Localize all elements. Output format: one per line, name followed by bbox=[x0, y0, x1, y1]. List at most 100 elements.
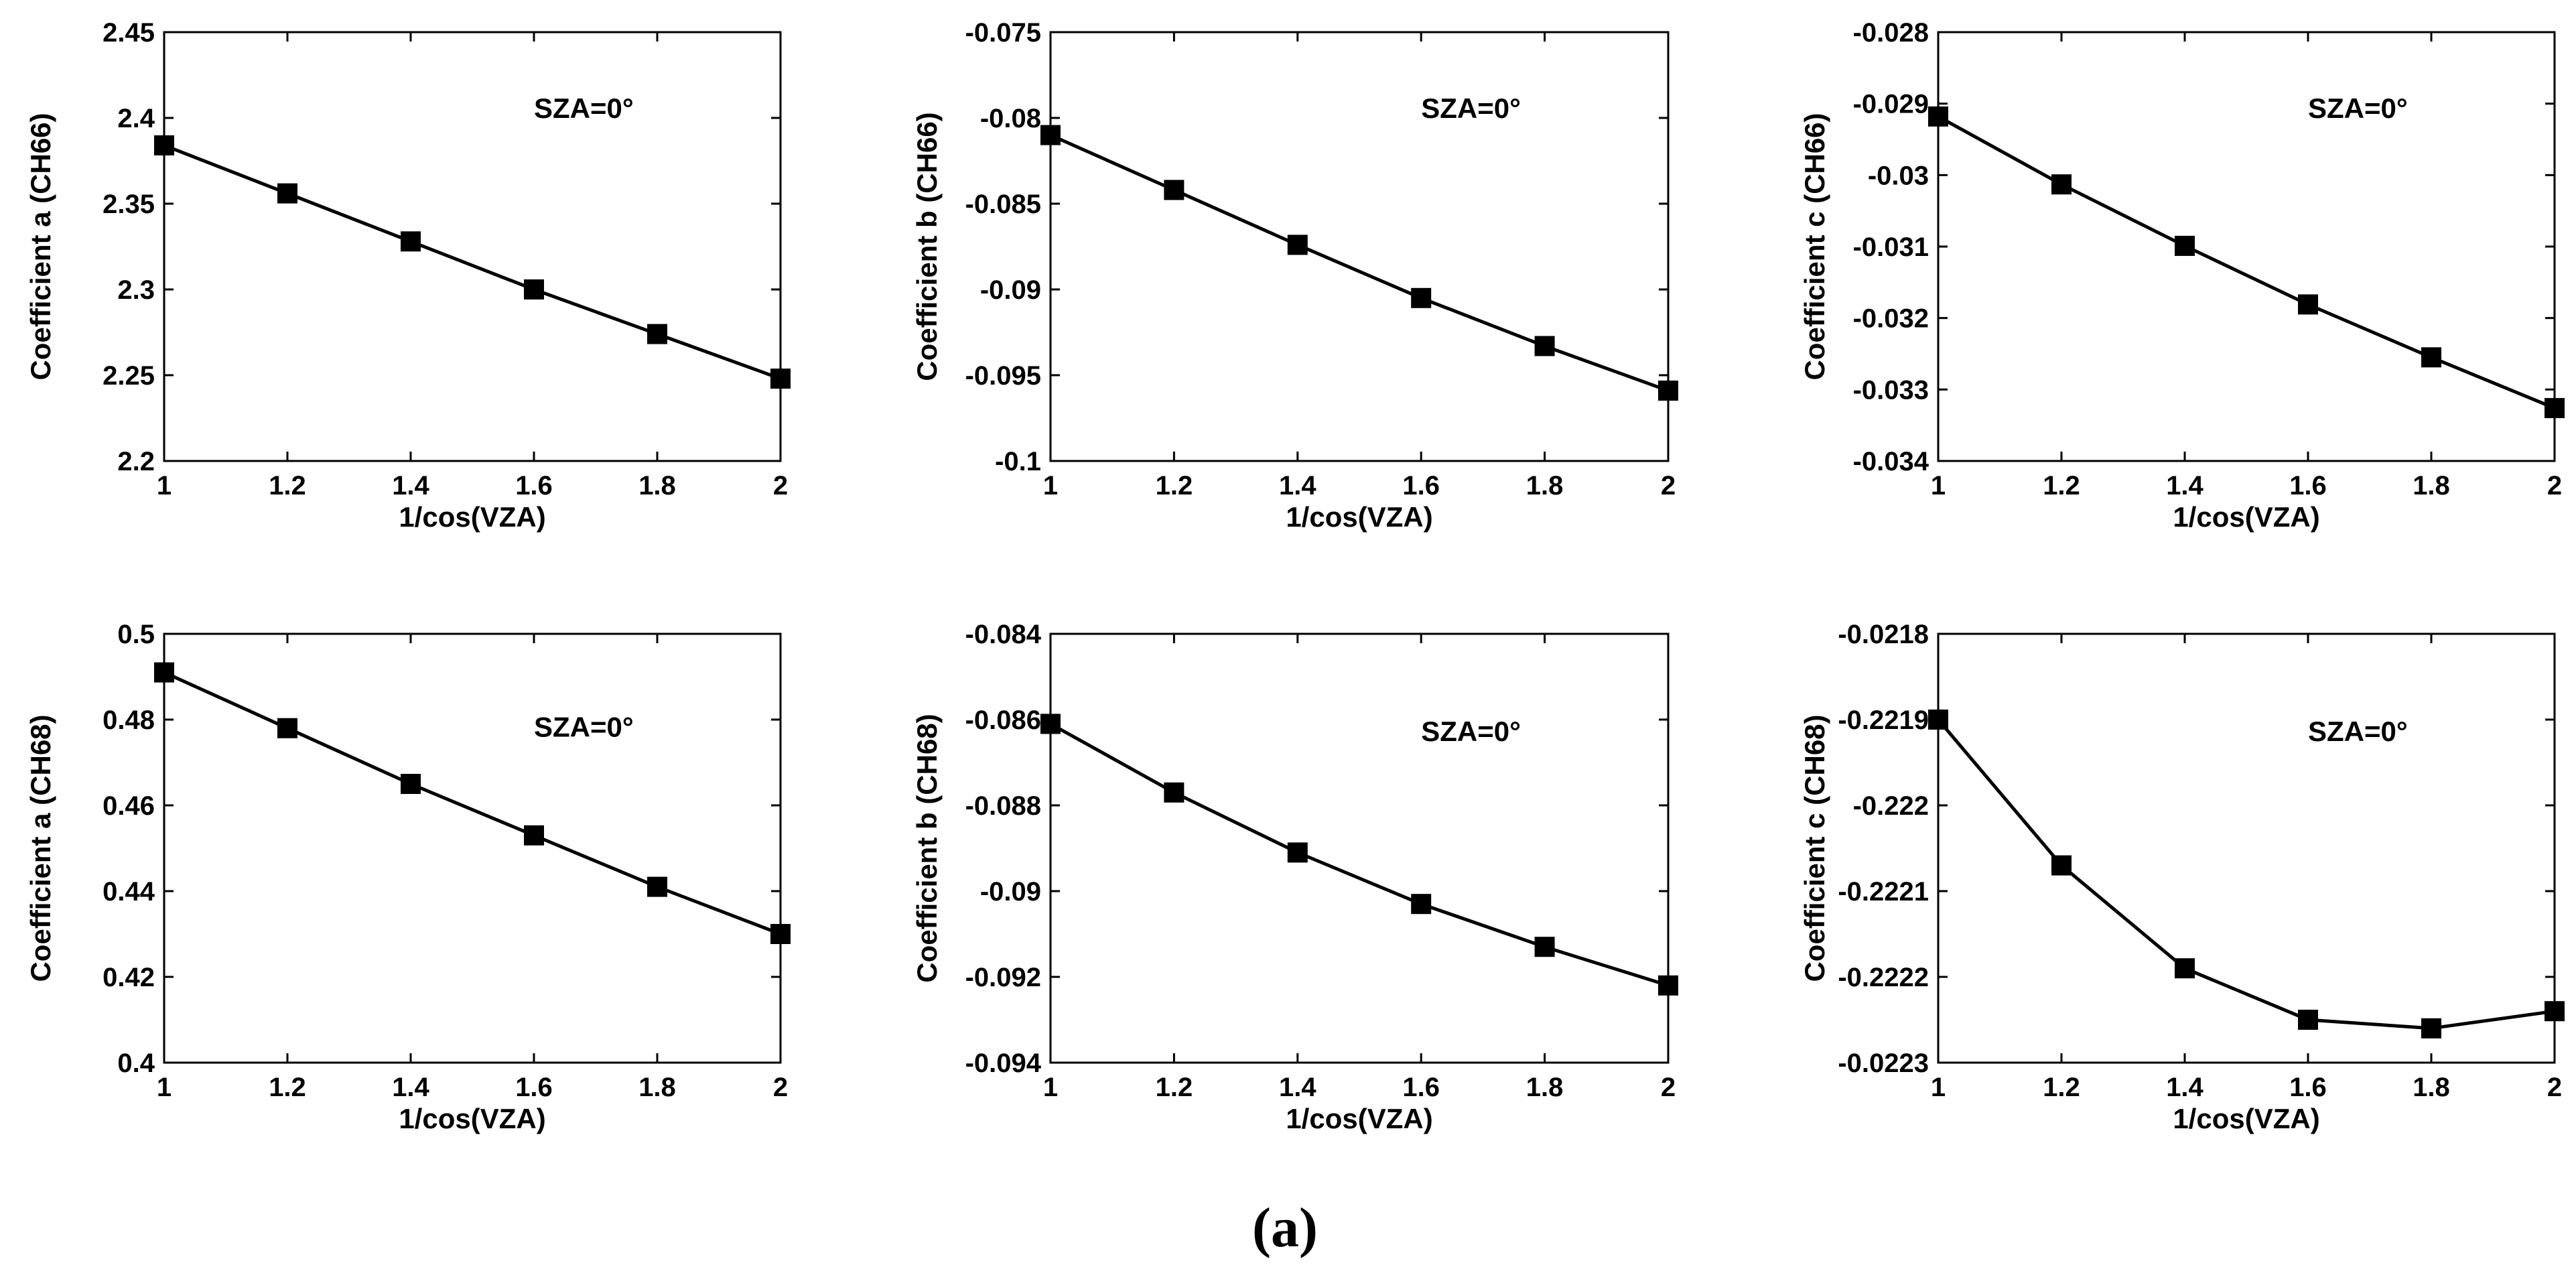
data-point-marker bbox=[2545, 1001, 2565, 1022]
x-tick-label: 2 bbox=[2547, 1073, 2562, 1102]
data-point-marker bbox=[1534, 336, 1555, 356]
y-tick-label: -0.088 bbox=[965, 791, 1041, 821]
x-tick-label: 1.2 bbox=[269, 471, 306, 500]
x-tick-label: 1 bbox=[1931, 471, 1946, 500]
x-tick-label: 1.2 bbox=[2043, 1073, 2080, 1102]
x-tick-label: 1.6 bbox=[2289, 471, 2327, 500]
y-tick-label: -0.2219 bbox=[1838, 706, 1929, 735]
x-tick-label: 1.6 bbox=[1402, 471, 1440, 500]
data-point-marker bbox=[277, 183, 297, 204]
y-tick-label: -0.1 bbox=[995, 447, 1041, 476]
y-tick-label: -0.09 bbox=[980, 275, 1041, 305]
plot-frame bbox=[163, 632, 782, 1064]
x-tick-label: 1.8 bbox=[1526, 1073, 1564, 1102]
data-point-marker bbox=[1287, 842, 1308, 863]
data-point-marker bbox=[154, 135, 174, 155]
y-tick-label: -0.03 bbox=[1868, 161, 1929, 190]
data-point-marker bbox=[647, 876, 667, 897]
plot-frame bbox=[1937, 31, 2556, 462]
chart-panel: 1 1.2 1.4 1.6 1.8 2 -0.094 -0.092 -0.09 -0.088 -0.… bbox=[911, 620, 1678, 1134]
data-point-marker bbox=[770, 924, 791, 944]
x-axis-label: 1/cos(VZA) bbox=[399, 501, 545, 533]
x-tick-label: 2 bbox=[1661, 1073, 1676, 1102]
data-point-marker bbox=[2298, 1010, 2318, 1030]
y-tick-label: 2.2 bbox=[117, 447, 155, 476]
y-axis-label: Coefficient c (CH66) bbox=[1799, 113, 1830, 380]
y-tick-label: -0.085 bbox=[965, 190, 1041, 219]
series-line bbox=[1049, 722, 1669, 988]
x-tick-label: 1.8 bbox=[638, 471, 676, 500]
data-point-marker bbox=[2421, 1018, 2441, 1039]
annotation-sza: SZA=0° bbox=[534, 712, 634, 743]
y-axis-label: Coefficient b (CH68) bbox=[911, 714, 943, 982]
data-point-marker bbox=[1928, 710, 1948, 730]
data-point-marker bbox=[1534, 937, 1555, 957]
series-line bbox=[1937, 718, 2555, 1030]
chart-panel: 1 1.2 1.4 1.6 1.8 2 -0.034 -0.033 -0.032 -0.031 -0… bbox=[1799, 18, 2565, 533]
x-tick-label: 1 bbox=[1043, 1073, 1058, 1102]
x-tick-label: 1.6 bbox=[1402, 1073, 1440, 1102]
data-point-marker bbox=[1040, 125, 1061, 145]
annotation-sza: SZA=0° bbox=[1421, 716, 1521, 747]
data-point-marker bbox=[154, 662, 174, 683]
y-tick-label: -0.034 bbox=[1853, 447, 1929, 476]
data-point-marker bbox=[2421, 347, 2441, 368]
x-axis-label: 1/cos(VZA) bbox=[1286, 1103, 1432, 1134]
data-point-marker bbox=[1658, 381, 1678, 401]
y-tick-label: -0.075 bbox=[965, 18, 1041, 48]
annotation-sza: SZA=0° bbox=[2308, 92, 2408, 124]
y-tick-label: -0.032 bbox=[1853, 304, 1929, 334]
x-tick-label: 2 bbox=[2547, 471, 2562, 500]
y-tick-label: -0.2222 bbox=[1838, 963, 1929, 992]
y-tick-label: 2.3 bbox=[117, 275, 155, 305]
x-axis-label: 1/cos(VZA) bbox=[2173, 1103, 2319, 1134]
y-axis-label: Coefficient b (CH66) bbox=[911, 112, 943, 381]
x-axis-label: 1/cos(VZA) bbox=[399, 1103, 545, 1134]
x-tick-label: 1.4 bbox=[2166, 471, 2204, 500]
series-line bbox=[1049, 133, 1669, 393]
chart-panel: 1 1.2 1.4 1.6 1.8 2 -0.1 -0.095 -0.09 -0.085 -0.08… bbox=[911, 18, 1678, 533]
data-point-marker bbox=[647, 324, 667, 344]
y-tick-label: 0.44 bbox=[103, 877, 155, 907]
data-point-marker bbox=[1164, 180, 1184, 200]
y-tick-label: 2.4 bbox=[117, 104, 155, 133]
y-axis-label: Coefficient a (CH66) bbox=[25, 113, 56, 380]
y-tick-label: -0.094 bbox=[965, 1049, 1042, 1078]
plot-frame bbox=[1049, 632, 1670, 1064]
x-tick-label: 1 bbox=[157, 1073, 172, 1102]
x-axis-label: 1/cos(VZA) bbox=[1286, 501, 1432, 533]
data-point-marker bbox=[524, 279, 544, 299]
data-point-marker bbox=[1658, 975, 1678, 996]
x-tick-label: 1.2 bbox=[269, 1073, 306, 1102]
y-tick-label: -0.095 bbox=[965, 361, 1041, 391]
data-point-marker bbox=[401, 774, 421, 794]
x-tick-label: 1.4 bbox=[1279, 1073, 1316, 1102]
data-point-marker bbox=[277, 718, 297, 738]
chart-panel: 1 1.2 1.4 1.6 1.8 2 -0.0223 -0.2222 -0.2221 -0.22… bbox=[1799, 620, 2565, 1134]
data-point-marker bbox=[1040, 714, 1061, 734]
plot-frame bbox=[163, 31, 782, 462]
data-point-marker bbox=[770, 369, 791, 389]
y-tick-label: 0.48 bbox=[103, 706, 155, 735]
series-line bbox=[1937, 115, 2555, 410]
x-tick-label: 1 bbox=[157, 471, 172, 500]
y-tick-label: -0.0218 bbox=[1838, 620, 1929, 649]
y-tick-label: 2.45 bbox=[103, 18, 155, 48]
data-point-marker bbox=[1411, 287, 1432, 308]
x-tick-label: 1.2 bbox=[1156, 1073, 1193, 1102]
y-tick-label: 0.42 bbox=[103, 963, 155, 992]
y-tick-label: -0.222 bbox=[1853, 791, 1929, 821]
x-tick-label: 1.4 bbox=[1279, 471, 1316, 500]
y-axis-label: Coefficient c (CH68) bbox=[1799, 714, 1830, 982]
figure-caption: (a) bbox=[1252, 1197, 1318, 1259]
y-tick-label: -0.2221 bbox=[1838, 877, 1929, 907]
data-point-marker bbox=[2175, 235, 2195, 256]
y-tick-label: 0.4 bbox=[117, 1049, 155, 1078]
y-axis-label: Coefficient a (CH68) bbox=[25, 714, 56, 982]
x-tick-label: 2 bbox=[773, 471, 788, 500]
x-tick-label: 1.8 bbox=[2413, 471, 2450, 500]
y-tick-label: -0.084 bbox=[965, 620, 1042, 649]
annotation-sza: SZA=0° bbox=[1421, 92, 1521, 124]
plot-frame bbox=[1937, 632, 2556, 1064]
